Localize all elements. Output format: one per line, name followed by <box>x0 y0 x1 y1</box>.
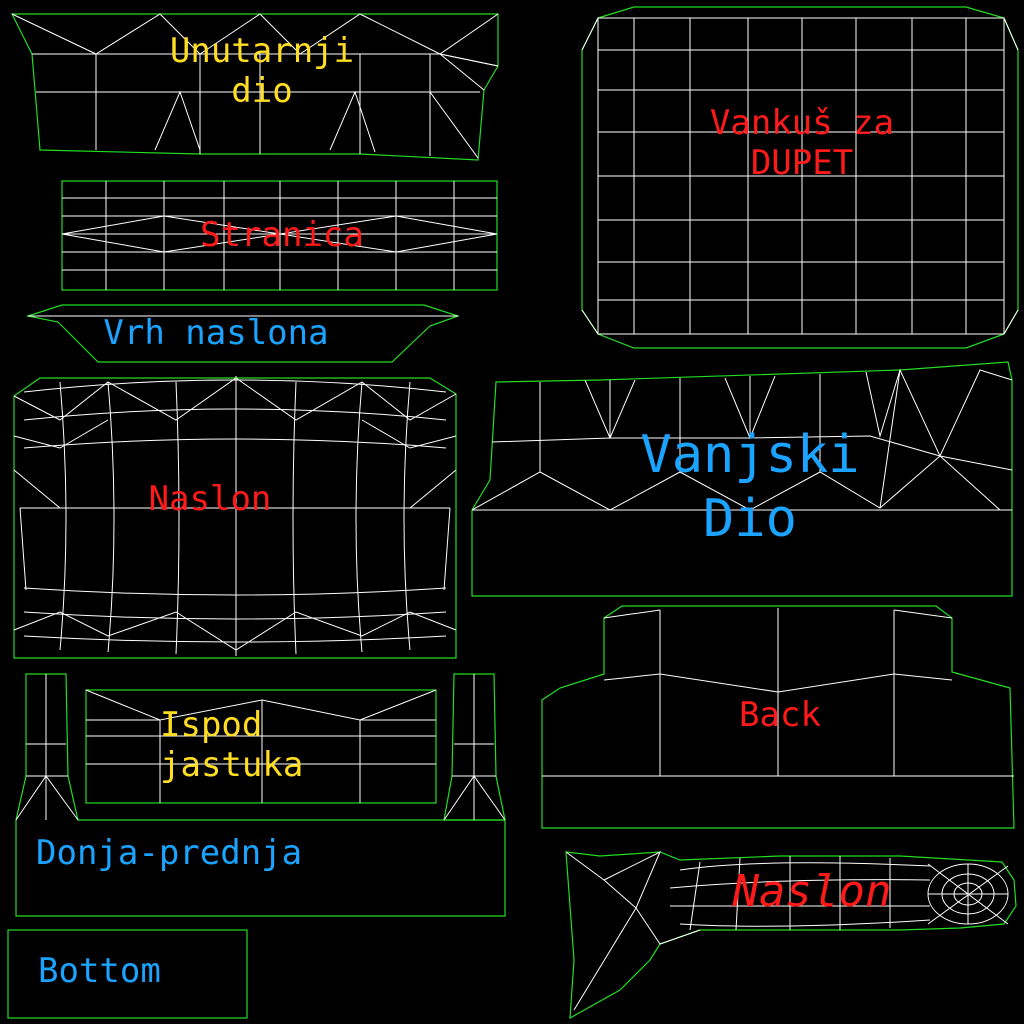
label-naslon: Naslon <box>149 479 272 519</box>
island-unutarnji-dio <box>11 13 499 161</box>
label-ispod-line2: jastuka <box>160 745 303 785</box>
label-vankus-line1: Vankuš za <box>710 103 894 143</box>
label-vrh-naslona: Vrh naslona <box>103 313 328 353</box>
label-stranica: Stranica <box>200 215 364 255</box>
island-vankus <box>581 6 1019 349</box>
label-ispod-line1: Ispod <box>160 705 262 745</box>
island-naslon-curvy <box>565 850 1017 1020</box>
label-vanjski-line2: Dio <box>703 489 797 549</box>
island-back <box>541 605 1015 829</box>
island-ispod-jastuka <box>85 689 437 804</box>
island-vanjski-dio <box>471 361 1013 597</box>
label-back: Back <box>739 695 821 735</box>
label-unutarnji-line1: Unutarnji <box>170 31 354 71</box>
label-vankus-line2: DUPET <box>751 143 853 183</box>
label-unutarnji-line2: dio <box>231 71 292 111</box>
island-naslon <box>13 376 457 659</box>
label-donja-prednja: Donja-prednja <box>36 833 302 873</box>
island-donja-prednja <box>15 673 506 917</box>
island-vrh-naslona <box>25 304 460 363</box>
island-bottom <box>7 929 248 1019</box>
label-vanjski-line1: Vanjski <box>640 425 859 485</box>
label-bottom: Bottom <box>38 951 161 991</box>
label-naslon-italic: Naslon <box>732 866 892 917</box>
island-stranica <box>61 180 498 291</box>
